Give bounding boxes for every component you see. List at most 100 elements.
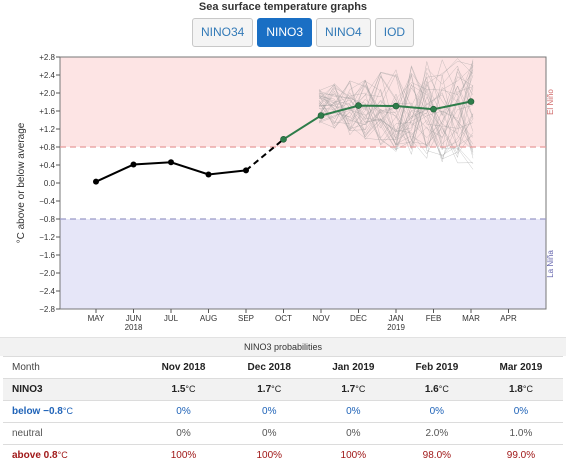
table-cell: 0%	[140, 422, 227, 445]
observed-point	[168, 159, 174, 166]
y-tick-label: +0.8	[39, 143, 55, 152]
y-axis-label: °C above or below average	[16, 122, 27, 243]
x-tick-label: AUG	[200, 314, 217, 323]
region-tabs: NINO34 NINO3 NINO4 IOD	[192, 18, 415, 47]
table-cell: 1.7°C	[226, 378, 312, 401]
y-tick-label: +2.8	[39, 53, 55, 62]
observed-point	[93, 178, 99, 185]
table-cell: 98.0%	[394, 444, 479, 467]
tab-nino34[interactable]: NINO34	[192, 18, 254, 47]
el-nino-label: El Niño	[546, 89, 555, 115]
y-tick-label: +2.0	[39, 89, 55, 98]
table-cell: 1.5°C	[140, 378, 227, 401]
tab-iod[interactable]: IOD	[374, 18, 415, 47]
x-tick-label: DEC	[350, 314, 367, 323]
x-tick-label: JUN	[126, 314, 142, 323]
header-month-cell: Jan 2019	[311, 356, 395, 379]
year-label: 2019	[387, 323, 405, 332]
page-title: Sea surface temperature graphs	[198, 1, 368, 13]
y-tick-label: +0.4	[39, 161, 55, 170]
sst-chart: +2.8 +2.4 +2.0 +1.6 +1.2 +0.8 +0.4 0.0 −0.4 −0.8 −…	[16, 53, 555, 332]
x-tick-label: FEB	[426, 314, 442, 323]
observed-forecast-link-line	[245, 138, 285, 172]
ensemble-member-line	[318, 65, 474, 140]
table-header-row: Month Nov 2018 Dec 2018 Jan 2019 Feb 201…	[3, 356, 563, 379]
la-nina-zone	[60, 219, 546, 309]
observed-point	[205, 171, 212, 178]
ensemble-member-line	[318, 74, 474, 150]
x-tick-label: SEP	[238, 314, 254, 323]
y-tick-label: −0.4	[39, 197, 55, 206]
header-month-cell: Dec 2018	[226, 356, 312, 379]
ensemble-member-line	[318, 94, 474, 139]
forecast-point	[355, 102, 362, 109]
ensemble-member-line	[318, 58, 474, 159]
table-cell: 100%	[311, 444, 395, 467]
table-row-neutral: neutral 0% 0% 0% 2.0% 1.0%	[3, 422, 563, 445]
row-label: above 0.8°C	[3, 444, 141, 467]
observed-point	[130, 161, 137, 168]
table-cell: 0%	[226, 400, 312, 423]
table-cell: 1.8°C	[478, 378, 563, 401]
x-tick-label: JUL	[164, 314, 179, 323]
table-cell: 0%	[478, 400, 563, 423]
table-cell: 1.6°C	[394, 378, 479, 401]
table-row-below: below −0.8°C 0% 0% 0% 0% 0%	[3, 400, 563, 423]
neutral-zone	[60, 147, 546, 219]
table-cell: 0%	[394, 400, 479, 423]
ensemble-member-line	[318, 62, 474, 151]
y-tick-label: −2.0	[39, 269, 55, 278]
ensemble-member-line	[318, 69, 474, 140]
ensemble-member-line	[318, 92, 474, 157]
row-label: NINO3	[3, 378, 141, 401]
header-month-cell: Nov 2018	[140, 356, 227, 379]
table-cell: 1.0%	[478, 422, 563, 445]
table-cell: 0%	[140, 400, 227, 423]
y-tick-label: −1.2	[39, 233, 55, 242]
la-nina-label: La Niña	[546, 250, 555, 278]
ensemble-member-line	[318, 96, 474, 163]
ensemble-member-line	[318, 76, 474, 145]
table-row-nino3: NINO3 1.5°C 1.7°C 1.7°C 1.6°C 1.8°C	[3, 378, 563, 401]
table-cell: 0%	[311, 422, 395, 445]
x-tick-label: OCT	[275, 314, 292, 323]
y-tick-label: 0.0	[44, 179, 56, 188]
y-tick-label: +2.4	[39, 71, 55, 80]
table-cell: 0%	[311, 400, 395, 423]
header-month-cell: Feb 2019	[394, 356, 479, 379]
tab-nino3[interactable]: NINO3	[257, 18, 313, 47]
y-tick-label: −0.8	[39, 215, 55, 224]
x-tick-label: APR	[500, 314, 517, 323]
probabilities-title: NINO3 probabilities	[0, 337, 566, 356]
x-tick-label: MAY	[88, 314, 105, 323]
table-row-above: above 0.8°C 100% 100% 100% 98.0% 99.0%	[3, 444, 563, 467]
forecast-point	[467, 98, 475, 105]
x-tick-label: MAR	[462, 314, 480, 323]
table-cell: 99.0%	[478, 444, 563, 467]
forecast-point	[430, 105, 437, 113]
forecast-point	[317, 112, 325, 119]
year-label: 2018	[125, 323, 143, 332]
y-tick-label: −2.8	[39, 305, 55, 314]
tab-nino4[interactable]: NINO4	[316, 18, 371, 47]
y-tick-label: +1.2	[39, 125, 55, 134]
forecast-point	[280, 136, 287, 143]
x-tick-label: JAN	[388, 314, 403, 323]
table-cell: 2.0%	[394, 422, 479, 445]
header-month: Month	[3, 356, 141, 379]
forecast-line	[282, 100, 472, 141]
header-month-cell: Mar 2019	[478, 356, 563, 379]
table-cell: 100%	[140, 444, 227, 467]
probabilities-table: Month Nov 2018 Dec 2018 Jan 2019 Feb 201…	[3, 356, 563, 467]
table-cell: 100%	[226, 444, 312, 467]
forecast-point	[392, 102, 400, 110]
row-label: neutral	[3, 422, 141, 445]
x-tick-label: NOV	[312, 314, 330, 323]
row-label: below −0.8°C	[3, 400, 141, 423]
y-tick-label: −2.4	[39, 287, 55, 296]
ensemble-member-line	[318, 64, 474, 146]
y-tick-label: +1.6	[39, 107, 55, 116]
table-cell: 0%	[226, 422, 312, 445]
table-cell: 1.7°C	[311, 378, 395, 401]
y-tick-label: −1.6	[39, 251, 55, 260]
